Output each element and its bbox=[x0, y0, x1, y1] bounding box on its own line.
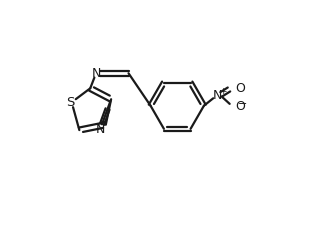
Text: N: N bbox=[91, 67, 101, 80]
Text: N: N bbox=[95, 122, 105, 135]
Text: O: O bbox=[235, 82, 245, 95]
Text: S: S bbox=[66, 96, 74, 109]
Text: −: − bbox=[238, 99, 247, 109]
Text: N: N bbox=[213, 88, 222, 101]
Text: O: O bbox=[235, 99, 245, 112]
Text: +: + bbox=[219, 86, 226, 95]
